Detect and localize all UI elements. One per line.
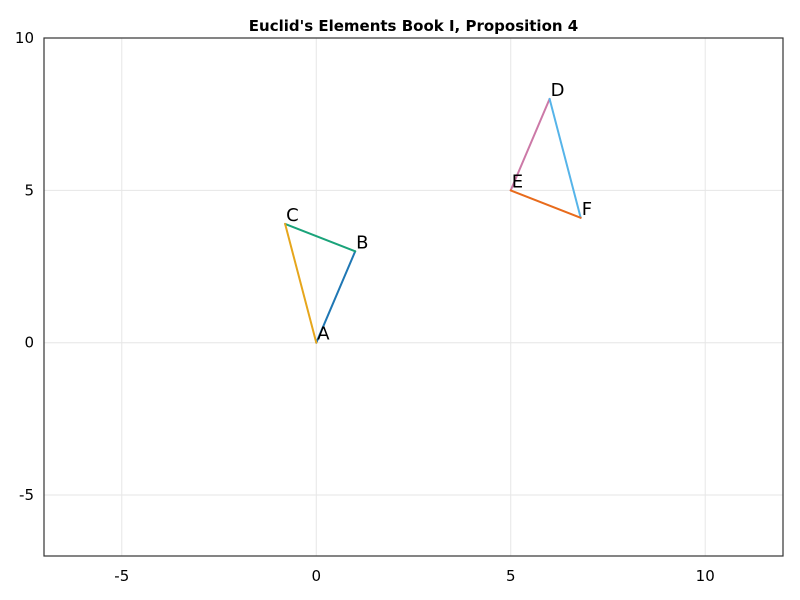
triangle-side xyxy=(509,189,582,219)
y-tick-label: 10 xyxy=(15,29,34,47)
triangle-side xyxy=(284,222,357,253)
point-label-e: E xyxy=(512,171,523,192)
plot-frame xyxy=(43,37,784,557)
triangle-side xyxy=(315,250,357,344)
point-label-c: C xyxy=(286,205,299,226)
triangle-side xyxy=(284,222,318,344)
x-tick-label: 5 xyxy=(506,567,516,585)
x-tick-label: 0 xyxy=(311,567,321,585)
point-label-a: A xyxy=(317,324,330,345)
x-tick-label: 10 xyxy=(696,567,715,585)
point-labels: A B C D E F xyxy=(286,80,592,345)
grid xyxy=(44,37,783,556)
tick-labels: -5 0 5 10 -5 0 5 10 xyxy=(15,29,715,585)
point-label-f: F xyxy=(582,199,592,220)
series-layer xyxy=(284,97,582,344)
point-label-b: B xyxy=(356,232,368,253)
x-tick-label: -5 xyxy=(114,567,129,585)
y-tick-label: 5 xyxy=(24,181,34,199)
triangle-side xyxy=(509,97,551,192)
point-label-d: D xyxy=(551,80,565,101)
y-tick-label: -5 xyxy=(19,486,34,504)
chart-title: Euclid's Elements Book I, Proposition 4 xyxy=(249,17,578,35)
y-tick-label: 0 xyxy=(24,334,34,352)
triangle-side xyxy=(548,97,582,219)
